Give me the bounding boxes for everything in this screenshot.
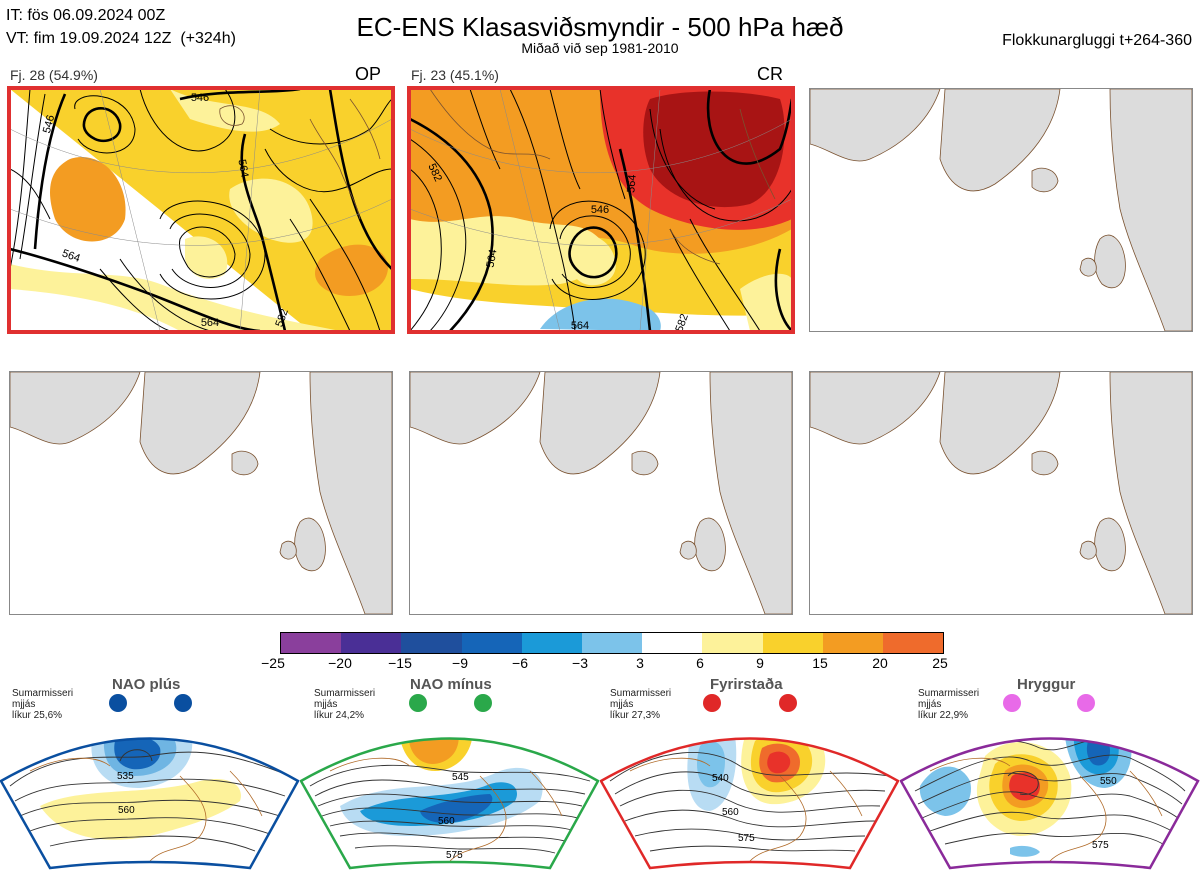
colorbar-tick: −6 [512,655,528,671]
colorbar-segment [882,633,944,653]
colorbar-tick: 20 [872,655,888,671]
colorbar-segment [822,633,883,653]
regime-info: Sumarmisseri mjjás líkur 27,3% [610,688,672,721]
colorbar-segment [341,633,402,653]
valid-time: VT: fim 19.09.2024 12Z (+324h) [6,30,236,47]
regime-info: Sumarmisseri mjjás líkur 25,6% [12,688,74,721]
empty-map-panel-4 [9,371,393,615]
colorbar-segment [401,633,462,653]
regime-title: Hryggur [1017,676,1076,693]
page-subtitle: Miðað við sep 1981-2010 [521,40,679,56]
run-info: IT: fös 06.09.2024 00Z VT: fim 19.09.202… [6,4,236,50]
cluster-1-contour-label: 546 [41,114,57,135]
colorbar-tick: 25 [932,655,948,671]
regime-contour-label: 575 [446,850,463,861]
regime-info: Sumarmisseri mjjás líkur 24,2% [314,688,376,721]
cluster-2-contour-label: 564 [625,174,639,193]
colorbar-segment [702,633,763,653]
cluster-1-contour-label: 564 [235,158,250,178]
regime-panel-blocking[interactable]: 540 560 575 Fyrirstaða Sumarmisseri mjjás… [600,676,900,871]
colorbar-tick: −15 [388,655,412,671]
regime-contour-label: 560 [722,807,739,818]
regime-contour-label: 560 [438,816,455,827]
page-title: EC-ENS Klasasviðsmyndir - 500 hPa hæð [356,12,844,42]
cluster-1-members: Fj. 28 (54.9%) [10,67,98,83]
classification-window: Flokkunargluggi t+264-360 [1002,32,1192,49]
regime-contour-label: 575 [1092,840,1109,851]
cluster-2-members: Fj. 23 (45.1%) [411,67,499,83]
colorbar-tick: 3 [636,655,644,671]
colorbar-segment [461,633,522,653]
regime-contour-label: 560 [118,805,135,816]
regime-contour-label: 550 [1100,776,1117,787]
empty-map-panel-3 [809,88,1193,332]
cluster-1-contour-label: 582 [273,307,291,328]
regime-title: Fyrirstaða [710,676,783,693]
empty-map-panel-5 [409,371,793,615]
cluster-2-contour-label: 564 [571,320,589,331]
regime-contour-label: 540 [712,773,729,784]
colorbar-tick: −25 [261,655,285,671]
initial-time: IT: fös 06.09.2024 00Z [6,7,166,24]
colorbar-segment [581,633,643,653]
cluster-1-contour-label: 564 [60,247,81,265]
regime-contour-label: 535 [117,771,134,782]
colorbar-segment [281,633,342,653]
cluster-map-2[interactable]: 546 564 564 564 582 582 [409,88,793,332]
colorbar-tick: −20 [328,655,352,671]
regime-panel-nao-minus[interactable]: 545 560 575 NAO mínus Sumarmisseri mjjás l… [300,676,600,871]
anomaly-colorbar [280,632,944,654]
cluster-1-contour-label: 546 [191,92,209,104]
empty-map-panel-6 [809,371,1193,615]
cluster-1-contour-label: 564 [201,317,219,329]
colorbar-segment [762,633,823,653]
regime-contour-label: 530 [1078,724,1095,735]
colorbar-tick: −9 [452,655,468,671]
cluster-2-contour-label: 564 [485,248,500,268]
colorbar-tick: −3 [572,655,588,671]
cluster-map-1[interactable]: 546 546 564 564 564 582 [9,88,393,332]
colorbar-segment [642,633,703,653]
colorbar-tick: 9 [756,655,764,671]
regime-panel-nao-plus[interactable]: 535 560 NAO plús Sumarmisseri mjjás líkur … [0,676,300,871]
cluster-2-contour-label: 582 [673,312,691,331]
regime-info: Sumarmisseri mjjás líkur 22,9% [918,688,980,721]
colorbar-tick: 15 [812,655,828,671]
regime-panel-ridge[interactable]: 530 550 575 Hryggur Sumarmisseri mjjás lík… [900,676,1200,871]
regime-title: NAO mínus [410,676,492,693]
regime-contour-label: 545 [452,772,469,783]
cluster-2-code: CR [757,64,783,84]
cluster-2-contour-label: 546 [591,204,609,216]
cluster-1-code: OP [355,64,382,84]
regime-title: NAO plús [112,676,181,693]
colorbar-segment [521,633,582,653]
regime-contour-label: 575 [738,833,755,844]
colorbar-tick: 6 [696,655,704,671]
